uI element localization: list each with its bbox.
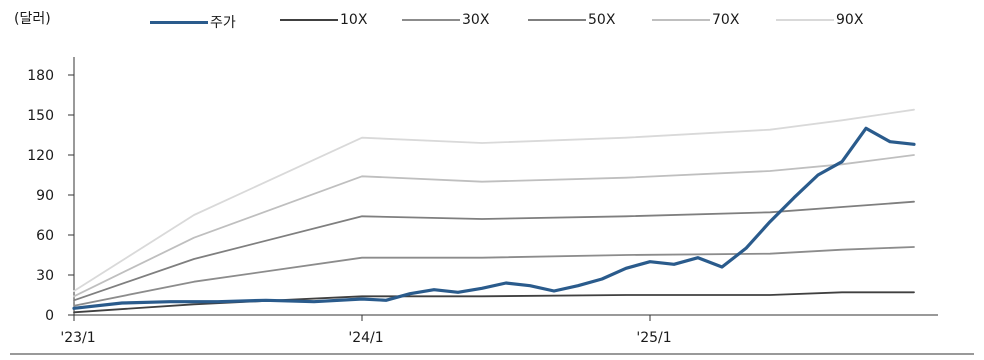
y-tick-label: 180 xyxy=(27,68,54,84)
y-tick-label: 30 xyxy=(36,268,54,284)
legend-item-주가: 주가 xyxy=(150,12,236,32)
legend-label: 50X xyxy=(588,12,616,28)
y-tick-label: 90 xyxy=(36,188,54,204)
x-tick-label: '23/1 xyxy=(60,330,95,346)
series-line-90x xyxy=(73,108,915,292)
y-unit-label: (달러) xyxy=(14,11,51,27)
legend-swatch xyxy=(528,19,586,21)
legend-swatch xyxy=(402,19,460,21)
y-tick-label: 150 xyxy=(27,108,54,124)
legend-swatch xyxy=(652,19,710,21)
series-line-50x xyxy=(73,200,915,302)
series-line-70x xyxy=(73,154,915,298)
legend-label: 30X xyxy=(462,12,490,28)
x-tick-label: '24/1 xyxy=(348,330,383,346)
y-tick-label: 0 xyxy=(45,308,54,324)
legend-label: 90X xyxy=(836,12,864,28)
legend-item-70x: 70X xyxy=(652,12,739,28)
legend-item-10x: 10X xyxy=(280,12,367,28)
legend-label: 10X xyxy=(340,12,368,28)
y-tick-label: 120 xyxy=(27,148,54,164)
y-tick-label: 60 xyxy=(36,228,54,244)
series-line-주가 xyxy=(72,126,916,310)
legend-item-50x: 50X xyxy=(528,12,615,28)
legend-item-90x: 90X xyxy=(776,12,863,28)
series-line-30x xyxy=(73,246,915,307)
legend-label: 70X xyxy=(712,12,740,28)
legend-label: 주가 xyxy=(210,15,236,31)
legend-swatch xyxy=(280,19,338,21)
legend-swatch xyxy=(776,19,834,21)
x-tick-label: '25/1 xyxy=(636,330,671,346)
legend-item-30x: 30X xyxy=(402,12,489,28)
legend-swatch xyxy=(150,20,208,24)
